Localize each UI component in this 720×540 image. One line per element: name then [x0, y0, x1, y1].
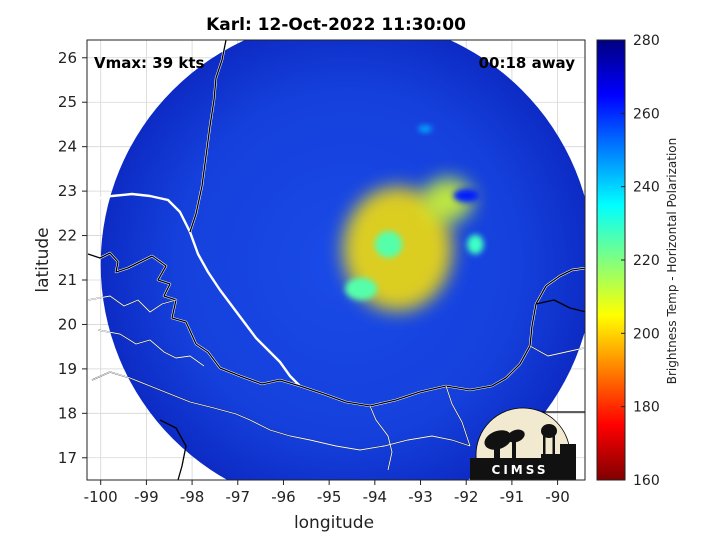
- cold-feature: [422, 177, 474, 223]
- cold-feature: [418, 125, 432, 133]
- colorbar-tick-label: 200: [633, 326, 660, 342]
- x-tick-label: -91: [500, 488, 525, 506]
- colorbar: 160 180 200 220 240 260 280 Brightness Temp - …: [596, 33, 679, 489]
- x-tick-label: -92: [454, 488, 479, 506]
- x-tick-label: -93: [408, 488, 433, 506]
- vmax-annotation: Vmax: 39 kts: [94, 54, 204, 72]
- cimss-logo: CIMSS: [470, 407, 576, 480]
- colorbar-tick-label: 220: [633, 253, 660, 269]
- y-axis-label: latitude: [33, 227, 53, 292]
- cold-feature: [374, 231, 403, 258]
- colorbar-gradient: [596, 39, 626, 481]
- chart-title: Karl: 12-Oct-2022 11:30:00: [206, 15, 466, 35]
- y-tick-label: 18: [58, 404, 77, 422]
- x-tick-label: -97: [226, 488, 251, 506]
- colorbar-ticks: 160 180 200 220 240 260 280: [621, 33, 660, 489]
- y-tick-label: 22: [58, 227, 77, 245]
- plot-frame: [86, 39, 586, 481]
- borders-white: [87, 295, 585, 471]
- x-tick-label: -99: [134, 488, 159, 506]
- x-tick-label: -100: [84, 488, 118, 506]
- x-axis-label: longitude: [294, 513, 374, 533]
- water-tower-icon: [541, 424, 576, 460]
- cold-feature: [453, 188, 480, 203]
- y-tick-label: 21: [58, 271, 77, 289]
- y-axis: 17 18 19 20 21 22 23 24 25 26: [58, 49, 87, 467]
- y-tick-label: 25: [58, 93, 77, 111]
- y-tick-label: 23: [58, 182, 77, 200]
- x-tick-label: -90: [545, 488, 570, 506]
- plot-area: [87, 40, 585, 480]
- cold-feature: [467, 234, 484, 255]
- y-tick-label: 26: [58, 49, 77, 67]
- y-tick-label: 19: [58, 360, 77, 378]
- y-tick-label: 20: [58, 315, 77, 333]
- logo-band: [470, 458, 576, 480]
- x-axis: -100 -99 -98 -97 -96 -95 -94 -93 -92 -91 -90: [84, 480, 570, 506]
- colorbar-tick-label: 260: [633, 106, 660, 122]
- colorbar-tick-label: 240: [633, 180, 660, 196]
- time-away-annotation: 00:18 away: [479, 54, 576, 72]
- cold-feature: [345, 277, 378, 300]
- x-tick-label: -98: [180, 488, 205, 506]
- x-tick-label: -94: [363, 488, 388, 506]
- satellite-dish-icon: [484, 429, 525, 460]
- colorbar-tick-label: 280: [633, 33, 660, 49]
- colorbar-label: Brightness Temp - Horizontal Polarizatio…: [665, 138, 679, 385]
- colorbar-tick-label: 180: [633, 400, 660, 416]
- y-tick-label: 24: [58, 138, 77, 156]
- y-tick-label: 17: [58, 449, 77, 467]
- x-tick-label: -95: [317, 488, 342, 506]
- x-tick-label: -96: [271, 488, 296, 506]
- colorbar-tick-label: 160: [633, 473, 660, 489]
- cold-cloud-features: [342, 125, 484, 312]
- logo-text: CIMSS: [492, 463, 549, 477]
